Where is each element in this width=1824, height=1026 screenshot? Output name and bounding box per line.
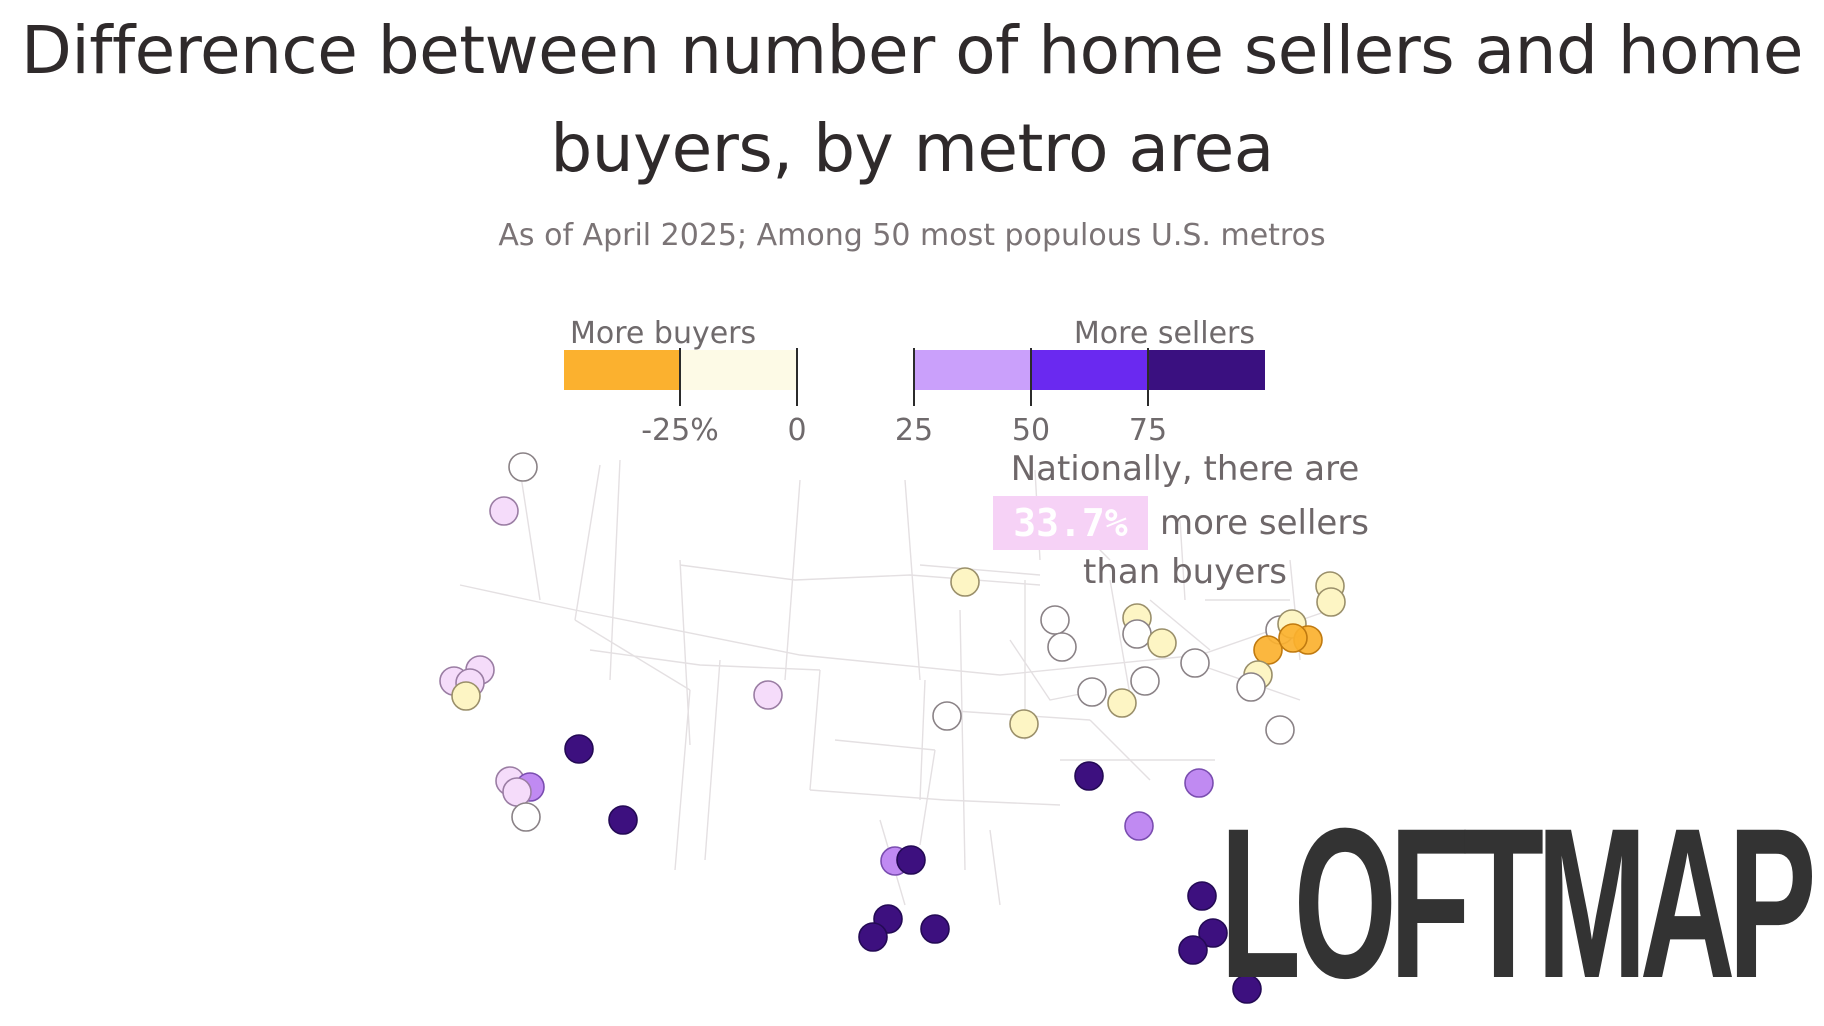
legend-left-label: More buyers xyxy=(570,316,756,351)
metro-dot xyxy=(489,496,519,526)
metro-dot xyxy=(1077,677,1107,707)
metro-dot xyxy=(1180,648,1210,678)
legend-tick-label: 50 xyxy=(1012,413,1050,448)
metro-dot xyxy=(1187,881,1217,911)
metro-dot xyxy=(564,734,594,764)
legend-swatch xyxy=(564,350,681,390)
legend-tick-label: 0 xyxy=(787,413,806,448)
legend: -25% 0 25 50 75 More buyers More sellers xyxy=(564,316,1265,448)
metro-dot xyxy=(1074,761,1104,791)
national-percent: 33.7% xyxy=(1013,501,1128,545)
legend-swatch xyxy=(680,350,797,390)
metro-dots xyxy=(439,452,1346,1004)
metro-dot xyxy=(1184,768,1214,798)
legend-tick-label: 75 xyxy=(1129,413,1167,448)
highlight-box xyxy=(993,496,1148,550)
legend-tick-label: 25 xyxy=(895,413,933,448)
chart-subtitle: As of April 2025; Among 50 most populous… xyxy=(498,218,1326,253)
metro-dot xyxy=(1316,587,1346,617)
logo-watermark: LOFTMAP xyxy=(1220,784,1817,1023)
metro-dot xyxy=(1009,709,1039,739)
metro-dot xyxy=(1107,688,1137,718)
metro-dot xyxy=(858,922,888,952)
metro-dot xyxy=(1253,635,1283,665)
metro-dot xyxy=(502,777,532,807)
metro-dot xyxy=(753,680,783,710)
legend-swatch xyxy=(1031,350,1148,390)
metro-dot xyxy=(608,805,638,835)
annotation-line-2: more sellers xyxy=(1160,503,1369,543)
metro-dot xyxy=(1278,623,1308,653)
metro-dot xyxy=(1040,605,1070,635)
legend-right-label: More sellers xyxy=(1074,316,1255,351)
metro-dot xyxy=(896,845,926,875)
metro-dot xyxy=(950,567,980,597)
metro-dot xyxy=(1124,811,1154,841)
annotation-line-3: than buyers xyxy=(1083,552,1287,592)
metro-dot xyxy=(1236,672,1266,702)
annotation-line-1: Nationally, there are xyxy=(1011,449,1360,489)
metro-dot xyxy=(1178,935,1208,965)
metro-dot xyxy=(1130,666,1160,696)
legend-swatch xyxy=(914,350,1031,390)
metro-dot xyxy=(1147,628,1177,658)
us-state-borders xyxy=(459,459,1331,906)
metro-dot xyxy=(1265,715,1295,745)
metro-dot xyxy=(1122,619,1152,649)
chart-title: Difference between number of home seller… xyxy=(21,12,1803,187)
metro-dot xyxy=(1232,974,1262,1004)
legend-tick-label: -25% xyxy=(641,413,719,448)
metro-dot xyxy=(920,914,950,944)
metro-dot xyxy=(508,452,538,482)
metro-dot xyxy=(1047,632,1077,662)
metro-dot xyxy=(511,802,541,832)
annotation: Nationally, there are more sellers than … xyxy=(1011,449,1369,592)
metro-dot xyxy=(451,681,481,711)
metro-dot xyxy=(1198,918,1228,948)
legend-swatch xyxy=(1148,350,1265,390)
metro-dot xyxy=(932,701,962,731)
